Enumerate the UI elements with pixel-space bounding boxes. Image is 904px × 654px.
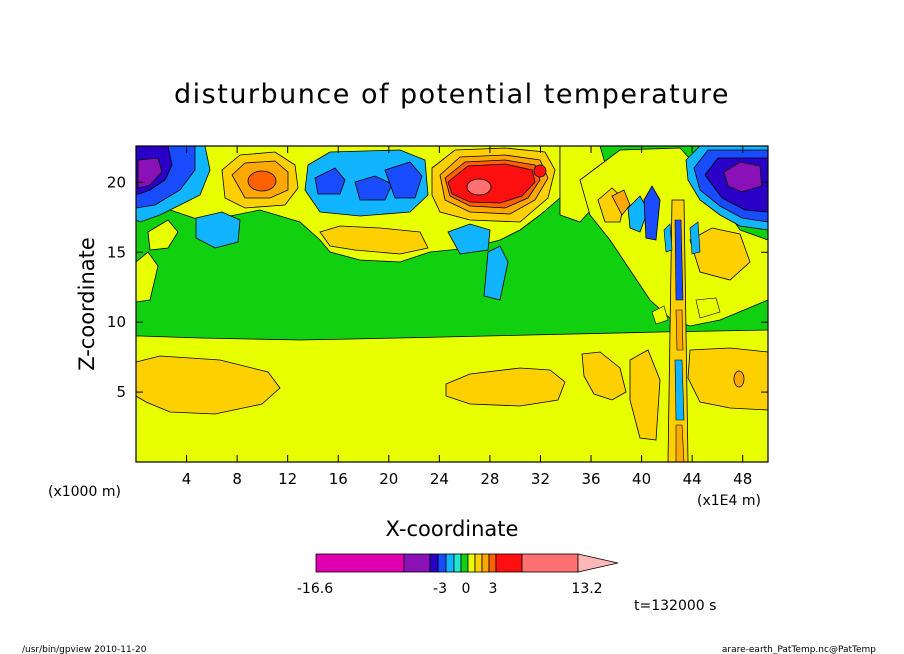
x-axis-title: X-coordinate [386,517,519,541]
y-axis: 5 10 15 20 [107,173,768,401]
y-axis-title: Z-coordinate [75,237,99,371]
x-tick-label: 16 [329,470,348,488]
x-tick-label: 8 [232,470,242,488]
colorbar-segment [481,553,490,573]
colorbar-segment [460,553,469,573]
x-tick-label: 40 [632,470,651,488]
colorbar-segment [467,553,476,573]
low-warm-left [136,355,281,415]
plot-frame [135,145,769,463]
x-tick-label: 48 [733,470,752,488]
chart-title: disturbunce of potential temperature [174,79,730,110]
colorbar [315,553,619,573]
colorbar-segment [437,553,447,573]
x-axis: 4 8 12 16 20 24 28 32 36 40 44 48 [182,146,752,488]
colorbar-mid-label-neg3: -3 [433,581,447,597]
colorbar-segment [445,553,455,573]
x-tick-label: 28 [480,470,499,488]
footer-right: arare-earth_PatTemp.nc@PatTemp [722,645,876,654]
colorbar-extension [577,553,619,573]
time-label: t=132000 s [634,598,716,614]
colorbar-min-label: -16.6 [297,581,333,597]
colorbar-segment [453,553,462,573]
colorbar-segment [495,553,523,573]
low-warm-mid [445,367,566,407]
colorbar-mid-label-0: 0 [462,581,471,597]
y-tick-label: 10 [107,313,126,331]
x-tick-label: 4 [182,470,192,488]
x-tick-label: 36 [581,470,600,488]
plot-area [136,146,768,462]
y-tick-label: 20 [107,173,126,191]
x-tick-label: 24 [430,470,449,488]
x-tick-label: 12 [278,470,297,488]
colorbar-segment [488,553,497,573]
colorbar-max-label: 13.2 [571,581,602,597]
x-tick-label: 44 [683,470,702,488]
colorbar-mid-label-3: 3 [489,581,498,597]
x-unit-note: (x1000 m) [48,484,121,500]
footer-left: /usr/bin/gpview 2010-11-20 [22,645,147,654]
x-tick-label: 20 [379,470,398,488]
colorbar-segment [429,553,439,573]
y-tick-label: 5 [116,383,126,401]
colorbar-segment [474,553,483,573]
colorbar-segment [403,553,431,573]
colorbar-segment [521,553,579,573]
colorbar-segment [315,553,405,573]
x-scale-note: (x1E4 m) [697,493,761,509]
y-tick-label: 15 [107,243,126,261]
x-tick-label: 32 [531,470,550,488]
